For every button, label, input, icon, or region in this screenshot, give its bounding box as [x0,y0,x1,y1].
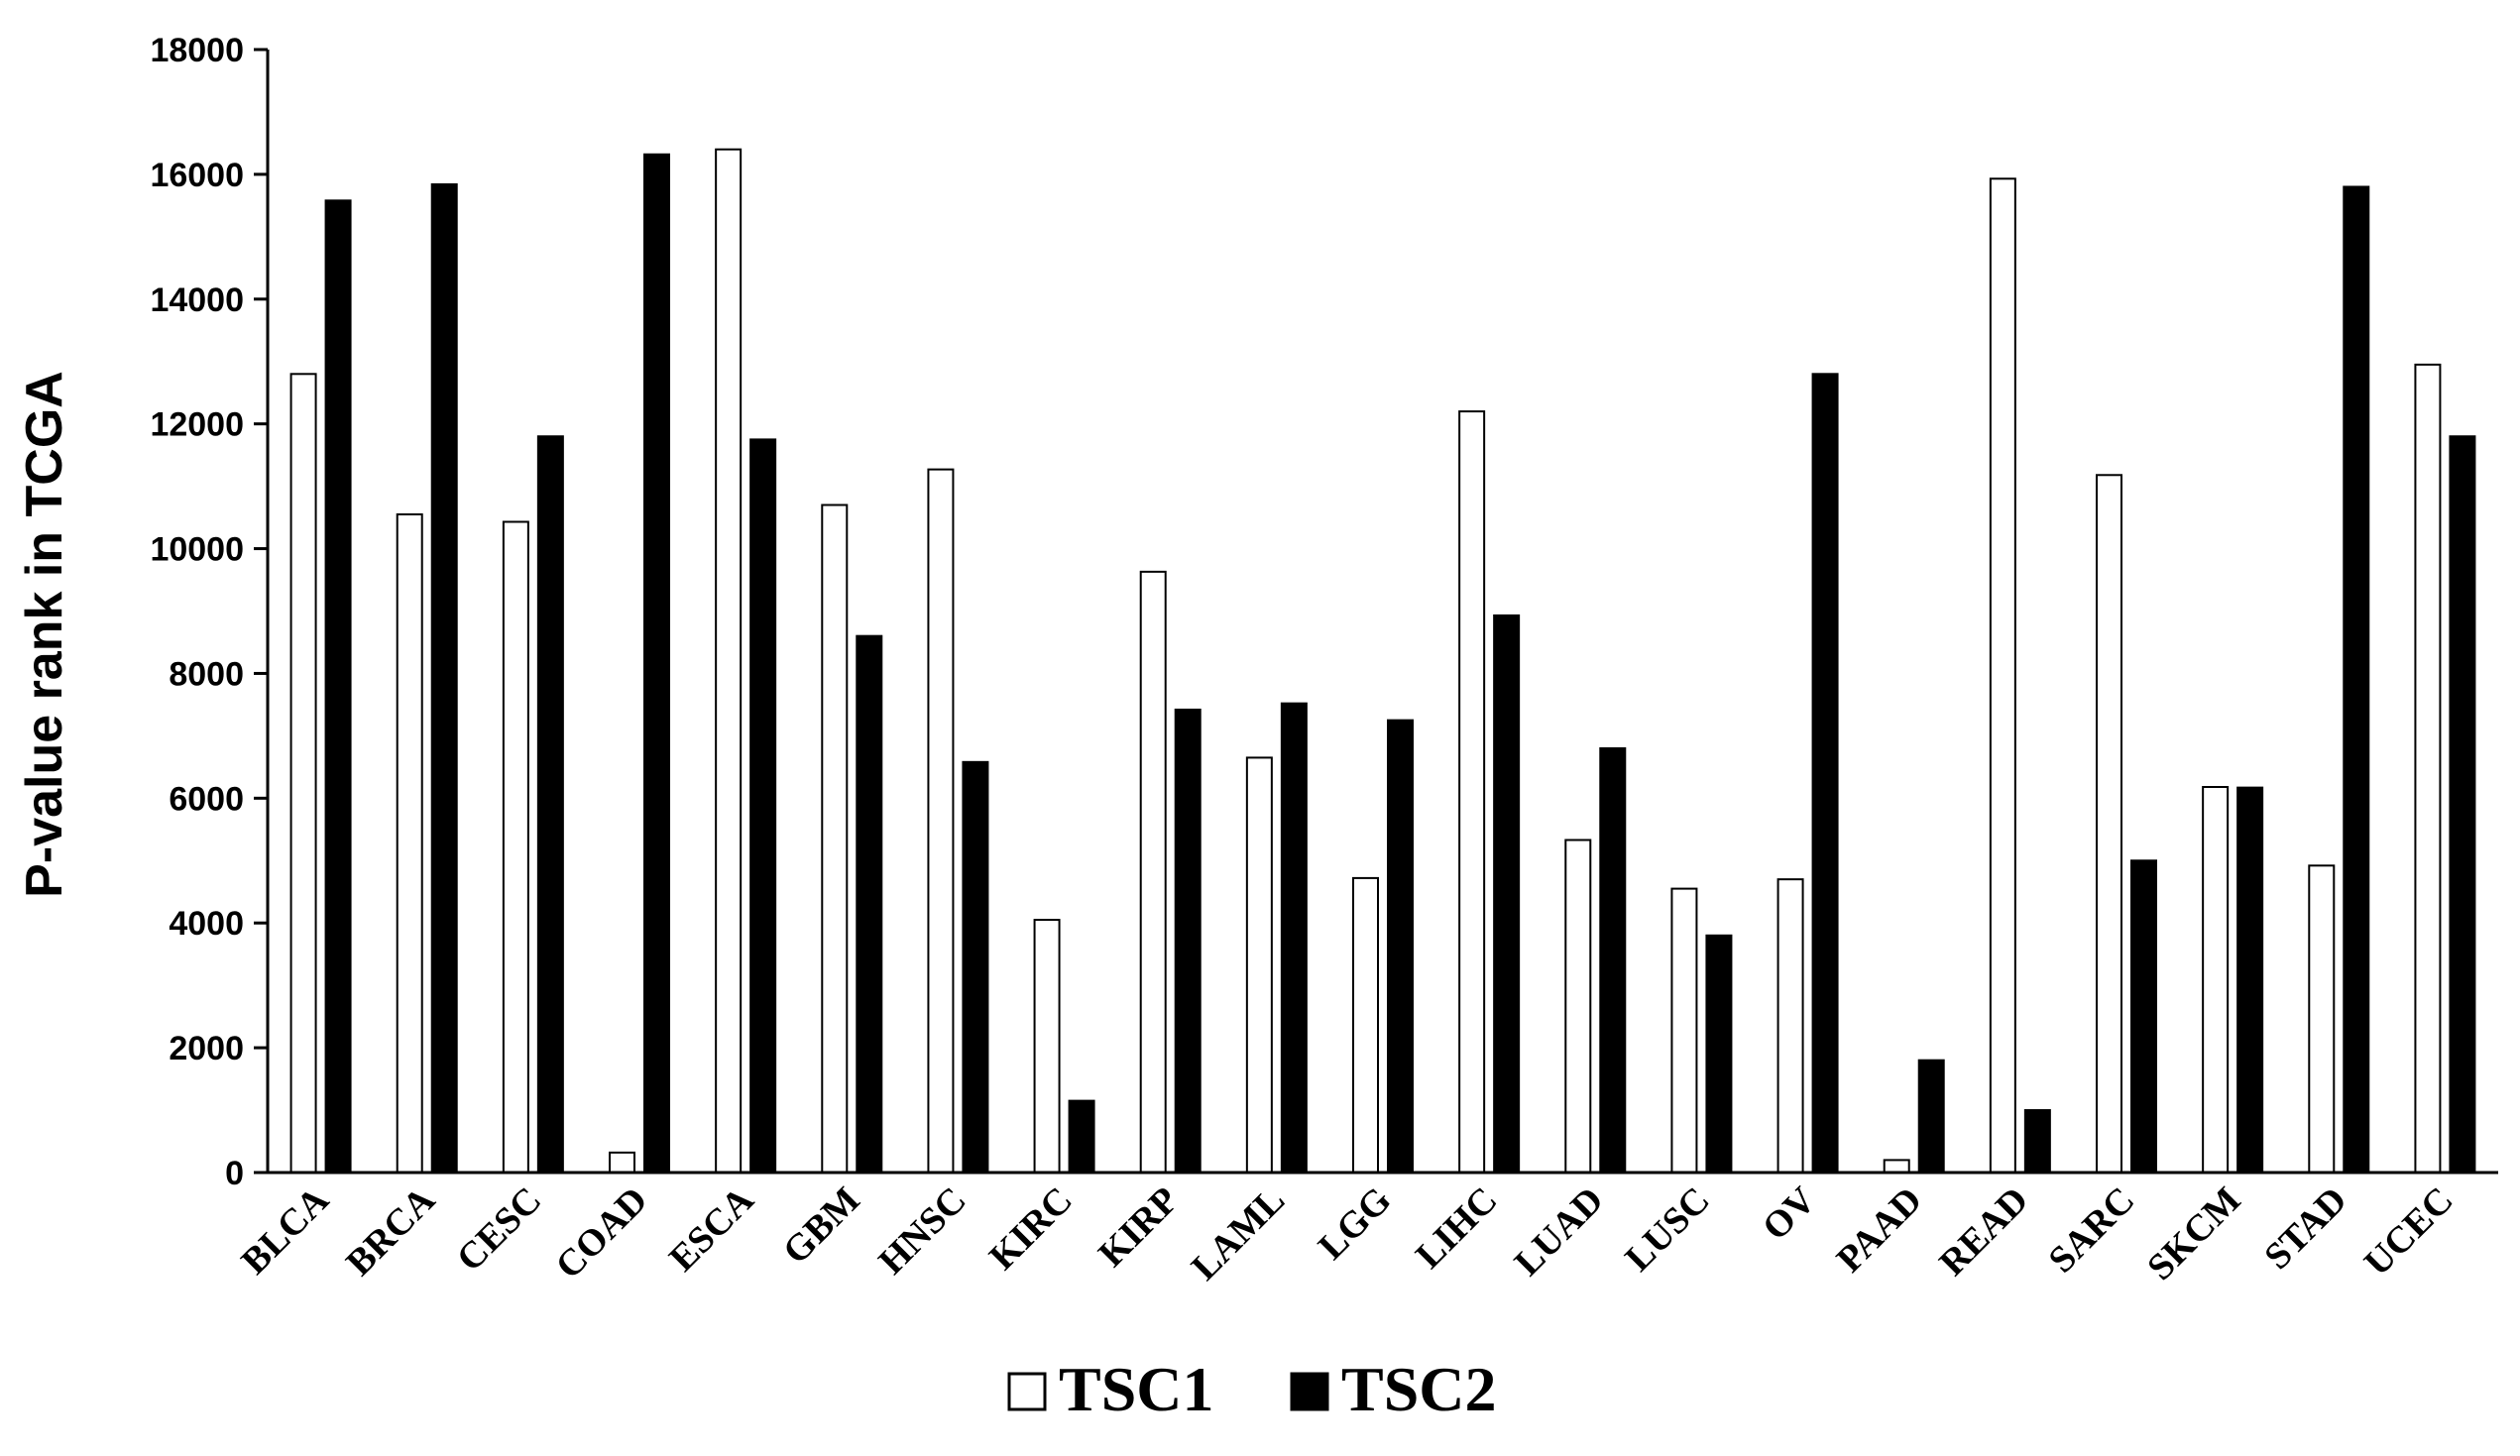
x-tick-label: LUAD [1507,1179,1612,1285]
x-tick-label: SARC [2041,1179,2143,1282]
bar-tsc2-kirp [1174,708,1202,1174]
y-tick-label: 14000 [150,281,244,319]
bar-tsc2-ucec [2449,435,2476,1174]
bar-tsc2-ov [1811,373,1839,1174]
y-tick-label: 2000 [169,1030,244,1067]
bar-tsc1-blca [289,373,317,1174]
bar-tsc1-paad [1883,1159,1910,1175]
bar-tsc1-lgg [1352,876,1379,1174]
y-tick-label: 12000 [150,406,244,444]
y-axis-title-group: P-value rank in TCGA [16,371,73,898]
bar-tsc1-lihc [1458,410,1486,1175]
axes [266,50,2498,1175]
y-tick-label: 4000 [169,905,244,943]
bar-tsc2-gbm [856,634,883,1174]
x-tick-label: LGG [1311,1179,1399,1268]
bar-tsc2-blca [324,199,352,1174]
y-tick-label: 6000 [169,780,244,818]
bar-tsc2-cesc [536,435,564,1174]
legend-swatch-tsc2 [1290,1372,1329,1411]
bars [289,148,2476,1175]
y-axis-title: P-value rank in TCGA [16,371,73,898]
bar-tsc2-coad [643,153,670,1174]
x-tick-label: LIHC [1408,1179,1505,1277]
bar-tsc1-stad [2308,864,2336,1175]
y-axis-ticks: 0 2000 4000 6000 8000 10000 12000 14000 16000 180… [150,32,268,1192]
bar-tsc1-luad [1564,839,1592,1174]
bar-tsc1-esca [715,148,743,1175]
legend-swatch-tsc1 [1007,1372,1047,1411]
legend-label-tsc2: TSC2 [1341,1354,1497,1424]
x-tick-label: UCEC [2356,1179,2462,1285]
x-tick-label: KIRC [981,1179,1081,1279]
x-tick-label: GBM [775,1179,868,1273]
bar-tsc1-ucec [2414,363,2442,1174]
bar-tsc2-skcm [2236,786,2264,1174]
bar-tsc2-stad [2343,185,2370,1174]
bar-tsc1-kirp [1139,570,1167,1174]
bar-tsc2-lihc [1493,614,1521,1174]
bar-tsc2-lusc [1705,934,1733,1174]
y-tick-label: 10000 [150,531,244,569]
y-tick-label: 18000 [150,32,244,69]
x-tick-label: KIRP [1090,1179,1187,1276]
x-tick-label: SKCM [2139,1179,2248,1288]
x-tick-label: OV [1755,1178,1824,1248]
bar-tsc1-ov [1776,878,1804,1175]
bar-tsc1-laml [1245,756,1273,1174]
bar-tsc1-coad [609,1151,635,1175]
bar-tsc1-read [1989,177,2016,1175]
x-tick-label: LUSC [1617,1179,1717,1280]
legend-label-tsc1: TSC1 [1059,1354,1214,1424]
bar-tsc1-brca [396,512,423,1174]
x-tick-label: ESCA [661,1178,762,1280]
x-tick-label: BRCA [338,1178,443,1284]
legend: TSC1 TSC2 [1007,1354,1497,1424]
x-tick-label: READ [1931,1179,2036,1285]
bar-tsc2-brca [430,182,458,1174]
bar-tsc2-esca [749,438,777,1174]
bar-tsc2-kirc [1068,1099,1095,1174]
bar-tsc1-sarc [2096,474,2122,1174]
bar-tsc2-paad [1917,1059,1945,1174]
bar-tsc2-sarc [2130,859,2157,1174]
x-tick-label: STAD [2256,1179,2354,1278]
bar-tsc1-hnsc [927,468,955,1175]
bar-tsc2-lgg [1387,719,1414,1174]
bar-tsc2-luad [1599,746,1627,1174]
y-tick-label: 0 [225,1155,244,1192]
bar-tsc1-cesc [502,520,529,1174]
x-tick-label: CESC [449,1179,549,1280]
y-tick-label: 16000 [150,157,244,194]
x-tick-label: COAD [548,1179,656,1288]
y-tick-label: 8000 [169,655,244,693]
x-tick-label: HNSC [870,1179,974,1283]
x-tick-label: LAML [1184,1179,1293,1288]
bar-tsc1-gbm [821,504,849,1174]
x-tick-label: PAAD [1829,1179,1930,1281]
bar-tsc2-laml [1280,702,1308,1174]
bar-tsc2-read [2023,1109,2051,1174]
x-tick-label: BLCA [234,1178,338,1283]
bar-tsc1-lusc [1670,887,1698,1174]
bar-tsc1-skcm [2202,786,2230,1175]
bar-tsc2-hnsc [962,760,989,1174]
bar-tsc1-kirc [1033,919,1061,1175]
